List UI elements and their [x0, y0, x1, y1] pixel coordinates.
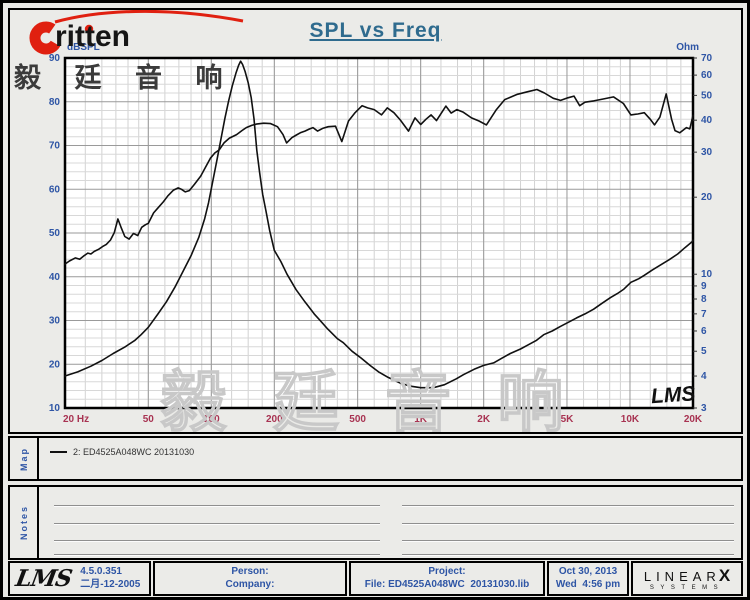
footer-date-cell: Oct 30, 2013 Wed 4:56 pm [547, 561, 629, 596]
right-axis-tick-labels: 70 60 50 40 30 20 109 8 7 6 5 4 3 [693, 53, 713, 414]
svg-text:5K: 5K [561, 414, 575, 425]
svg-text:90: 90 [49, 53, 61, 64]
logo-wordmark: ritten [55, 20, 130, 53]
svg-text:4: 4 [701, 371, 707, 382]
svg-text:40: 40 [701, 115, 713, 126]
notes-ruled-line [402, 554, 734, 556]
svg-text:80: 80 [49, 97, 61, 108]
svg-text:100: 100 [203, 414, 220, 425]
software-version-date: 二月-12-2005 [80, 578, 141, 590]
logo-swirl-icon [29, 9, 244, 55]
watermark-text: 毅 廷 音 响 [160, 365, 577, 432]
lms-logo: LMS [13, 565, 74, 592]
timestamp-date: Oct 30, 2013 [558, 566, 618, 577]
left-axis-unit: dBSPL [67, 42, 100, 53]
linearx-systems: SYSTEMS [649, 584, 725, 591]
plot-border [63, 56, 695, 410]
svg-text:20: 20 [701, 192, 713, 203]
svg-text:9: 9 [701, 281, 707, 292]
notes-ruled-line [402, 523, 734, 525]
notes-label: Notes [18, 504, 29, 540]
svg-text:20K: 20K [684, 414, 703, 425]
svg-text:2K: 2K [477, 414, 491, 425]
notes-ruled-line [402, 505, 734, 507]
map-label-cell: Map [10, 438, 39, 479]
notes-ruled-line [54, 540, 380, 542]
svg-text:3: 3 [701, 403, 707, 414]
svg-text:6: 6 [701, 326, 707, 337]
svg-text:200: 200 [266, 414, 283, 425]
left-axis-tick-labels: 90 80 70 60 50 40 30 20 10 [49, 53, 61, 414]
svg-text:40: 40 [49, 272, 61, 283]
timestamp-time: Wed 4:56 pm [555, 578, 621, 590]
svg-text:60: 60 [49, 184, 61, 195]
svg-text:20: 20 [49, 359, 61, 370]
svg-text:30: 30 [701, 147, 713, 158]
footer-person-cell: Person: Company: [153, 561, 347, 596]
notes-strip: Notes [8, 485, 743, 560]
linearx-letters: LINEAR [643, 568, 721, 584]
person-field: Person: [231, 566, 269, 577]
map-label: Map [18, 446, 29, 471]
brand-logo: ritten 毅 廷 音 响 [10, 9, 260, 110]
project-field: Project: [428, 566, 466, 577]
lms-chart-mark: LMS [650, 382, 696, 408]
spl-curve [64, 88, 694, 265]
svg-text:20 Hz: 20 Hz [63, 414, 89, 425]
svg-text:70: 70 [701, 53, 713, 64]
svg-text:500: 500 [349, 414, 366, 425]
svg-text:50: 50 [143, 414, 155, 425]
notes-ruled-line [54, 523, 380, 525]
footer-project-cell: Project: File: ED4525A048WC 20131030.lib [349, 561, 545, 596]
svg-text:1K: 1K [414, 414, 428, 425]
linearx-logo: LINEAR X [644, 565, 730, 586]
chart-panel: 90 80 70 60 50 40 30 20 10 70 60 50 40 30 20 10 9 8 7 6 5 4 3 2… [8, 8, 743, 434]
notes-ruled-line [402, 540, 734, 542]
legend-line-sample [50, 451, 67, 453]
svg-text:8: 8 [701, 294, 707, 305]
footer-brand-cell: LINEAR X SYSTEMS [631, 561, 743, 596]
svg-text:60: 60 [701, 70, 713, 81]
spl-impedance-chart: 9080706050403020107060504030201098765432… [49, 42, 713, 432]
notes-ruled-line [54, 554, 380, 556]
logo-chinese-text: 毅 廷 音 响 [14, 63, 236, 93]
svg-text:50: 50 [49, 228, 61, 239]
file-field: File: ED4525A048WC 20131030.lib [364, 578, 530, 590]
svg-text:30: 30 [49, 316, 61, 327]
map-strip: Map 2: ED4525A048WC 20131030 [8, 436, 743, 481]
svg-text:10: 10 [701, 269, 713, 280]
linearx-x: X [718, 565, 731, 585]
x-axis-tick-labels: 20 Hz 50 100 200 500 1K 2K 5K 10K 20K [63, 414, 703, 425]
notes-ruled-line [54, 505, 380, 507]
right-axis-unit: Ohm [676, 42, 699, 53]
svg-text:10: 10 [49, 403, 61, 414]
svg-text:7: 7 [701, 309, 707, 320]
impedance-curve [64, 60, 694, 389]
company-field: Company: [225, 578, 275, 590]
svg-text:5: 5 [701, 346, 707, 357]
legend-text: 2: ED4525A048WC 20131030 [73, 447, 195, 457]
svg-text:70: 70 [49, 141, 61, 152]
notes-label-cell: Notes [10, 487, 39, 558]
svg-text:10K: 10K [621, 414, 640, 425]
software-version: 4.5.0.351 [80, 566, 122, 577]
chart-legend: 2: ED4525A048WC 20131030 [50, 447, 194, 457]
svg-text:50: 50 [701, 90, 713, 101]
grid-lines [64, 57, 694, 409]
footer-version-cell: LMS 4.5.0.351 二月-12-2005 [8, 561, 151, 596]
